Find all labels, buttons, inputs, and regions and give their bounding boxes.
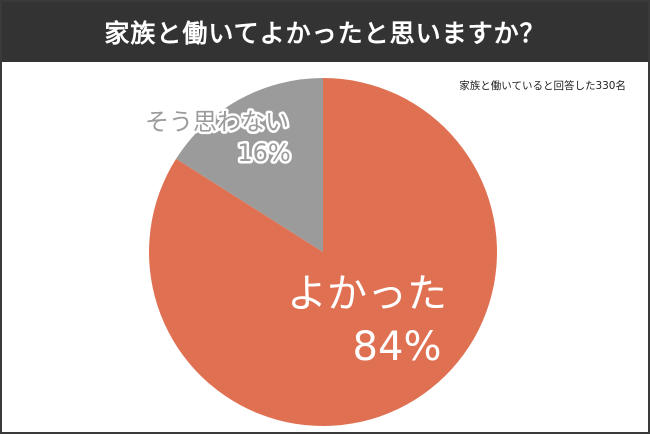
slice-value-yes: 84% [353,324,442,370]
slice-label-no: そう思わない [145,108,289,136]
slice-label-yes: よかった [287,271,447,317]
slice-value-no: 16% [237,139,290,167]
chart-subtitle: 家族と働いていると回答した330名 [459,80,626,92]
pie-slice-no [176,78,323,252]
chart-title: 家族と働いてよかったと思いますか？ [104,19,546,48]
title-bar: 家族と働いてよかったと思いますか？ [2,2,648,62]
pie-slices [148,78,497,426]
